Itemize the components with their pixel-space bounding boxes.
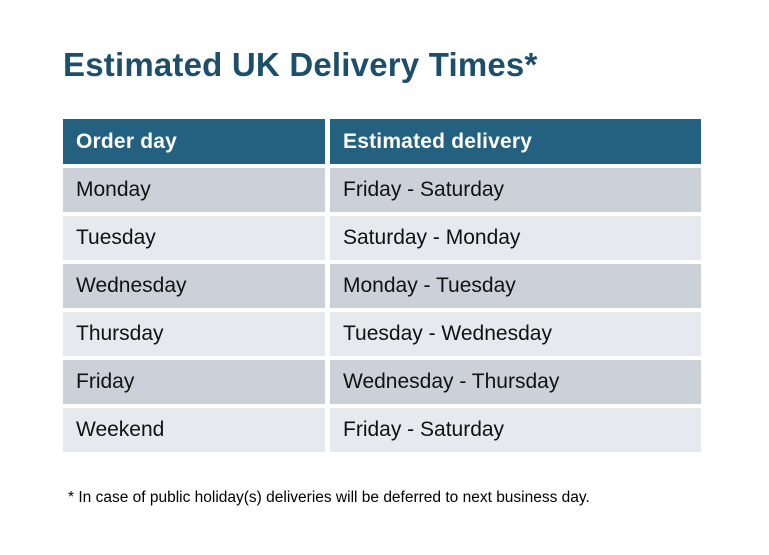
footnote: * In case of public holiday(s) deliverie… [68,489,590,507]
delivery-times-table: Order day Estimated delivery Monday Frid… [63,119,701,453]
column-header-estimated-delivery: Estimated delivery [330,119,701,165]
table-cell-estimated-delivery: Friday - Saturday [330,408,701,453]
table-cell-estimated-delivery: Wednesday - Thursday [330,360,701,405]
table-cell-order-day: Friday [63,360,325,405]
table-cell-estimated-delivery: Friday - Saturday [330,168,701,213]
table-cell-order-day: Weekend [63,408,325,453]
column-header-order-day: Order day [63,119,325,165]
page-title: Estimated UK Delivery Times* [63,46,538,83]
table-cell-order-day: Thursday [63,312,325,357]
table-cell-order-day: Wednesday [63,264,325,309]
table-cell-order-day: Monday [63,168,325,213]
table-cell-estimated-delivery: Saturday - Monday [330,216,701,261]
table-cell-estimated-delivery: Tuesday - Wednesday [330,312,701,357]
table-cell-estimated-delivery: Monday - Tuesday [330,264,701,309]
table-cell-order-day: Tuesday [63,216,325,261]
